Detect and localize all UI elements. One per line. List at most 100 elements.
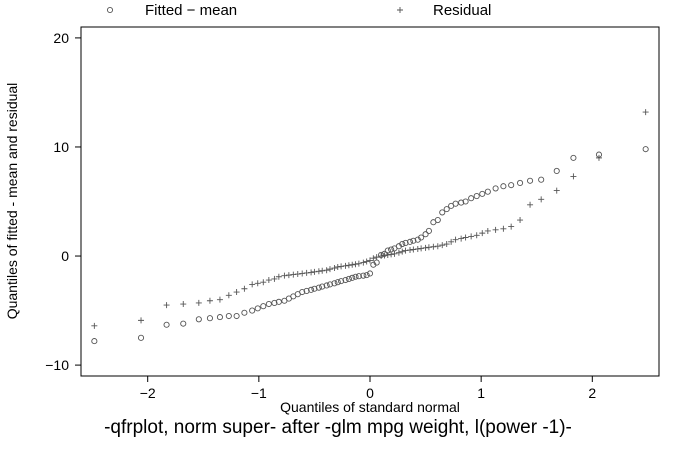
fitted-mean-point bbox=[275, 298, 282, 305]
y-tick-label: −10 bbox=[45, 357, 69, 373]
residual-point bbox=[484, 227, 491, 234]
residual-point bbox=[138, 317, 145, 324]
residual-point bbox=[290, 271, 297, 278]
residual-point bbox=[414, 245, 421, 252]
fitted-mean-point bbox=[553, 167, 560, 175]
x-tick-label: −2 bbox=[140, 385, 156, 401]
fitted-mean-point bbox=[311, 285, 318, 292]
fitted-mean-point bbox=[308, 286, 315, 293]
fitted-mean-point bbox=[473, 192, 480, 200]
x-tick-label: 1 bbox=[477, 385, 485, 401]
residual-point bbox=[410, 246, 417, 253]
residual-point bbox=[381, 252, 388, 259]
residual-point bbox=[388, 251, 395, 258]
y-axis-title: Quantiles of fitted - mean and residual bbox=[4, 83, 20, 320]
residual-point bbox=[479, 230, 486, 237]
residual-point bbox=[342, 262, 349, 269]
fitted-mean-point bbox=[410, 237, 417, 244]
residual-point bbox=[323, 267, 330, 274]
residual-point bbox=[254, 280, 261, 287]
residual-point bbox=[195, 299, 202, 306]
residual-point bbox=[527, 201, 534, 208]
fitted-mean-point bbox=[349, 274, 356, 281]
residual-point bbox=[281, 272, 288, 279]
fitted-mean-point bbox=[206, 315, 213, 322]
residual-point bbox=[443, 241, 450, 248]
plot-frame bbox=[80, 26, 660, 377]
residual-point bbox=[434, 243, 441, 250]
residual-point bbox=[311, 268, 318, 275]
y-tick-label: 10 bbox=[53, 139, 69, 155]
fitted-mean-point bbox=[338, 278, 345, 285]
x-axis-title: Quantiles of standard normal bbox=[280, 399, 460, 415]
fitted-mean-point bbox=[363, 272, 370, 279]
residual-point bbox=[206, 297, 213, 304]
residual-point bbox=[439, 242, 446, 249]
residual-point bbox=[363, 258, 370, 265]
residual-point bbox=[570, 173, 577, 180]
fitted-mean-point bbox=[249, 307, 256, 314]
residual-point bbox=[319, 267, 326, 274]
residual-point bbox=[180, 301, 187, 308]
fitted-mean-point bbox=[315, 284, 322, 291]
residual-point bbox=[299, 270, 306, 277]
fitted-mean-point bbox=[91, 338, 98, 345]
y-tick-label: 20 bbox=[53, 30, 69, 46]
residual-point bbox=[91, 322, 98, 329]
fitted-mean-point bbox=[355, 273, 362, 280]
residual-point bbox=[355, 260, 362, 267]
x-tick-label: −1 bbox=[251, 385, 267, 401]
residual-point bbox=[473, 232, 480, 239]
residual-point bbox=[163, 302, 170, 309]
residual-point bbox=[492, 226, 499, 233]
residual-point bbox=[395, 249, 402, 256]
fitted-mean-point bbox=[180, 320, 187, 327]
fitted-mean-point bbox=[479, 190, 486, 197]
residual-point bbox=[517, 217, 524, 224]
residual-point bbox=[349, 261, 356, 268]
fitted-mean-point bbox=[402, 239, 409, 246]
fitted-mean-point bbox=[425, 227, 432, 234]
residual-point bbox=[271, 275, 278, 282]
legend-marker-residual bbox=[397, 7, 403, 13]
residual-point bbox=[275, 273, 282, 280]
residual-point bbox=[345, 262, 352, 269]
fitted-mean-point bbox=[538, 176, 545, 183]
fitted-mean-point bbox=[225, 312, 232, 320]
fitted-mean-point bbox=[458, 199, 465, 206]
fitted-mean-point bbox=[254, 305, 261, 312]
residual-point bbox=[265, 277, 272, 284]
fitted-mean-point bbox=[241, 309, 248, 316]
residual-point bbox=[399, 248, 406, 255]
fitted-mean-point bbox=[462, 198, 469, 205]
fitted-mean-point bbox=[233, 312, 240, 320]
fitted-mean-point bbox=[265, 300, 272, 308]
legend-circle-icon bbox=[106, 6, 114, 14]
residual-point bbox=[402, 247, 409, 254]
legend-label-fitted: Fitted − mean bbox=[145, 2, 237, 19]
residual-point bbox=[407, 247, 414, 254]
fitted-mean-point bbox=[366, 270, 374, 277]
residual-point bbox=[538, 196, 545, 203]
fitted-mean-point bbox=[303, 287, 310, 294]
fitted-mean-point bbox=[527, 177, 534, 184]
residual-point bbox=[285, 272, 292, 279]
residual-point bbox=[315, 268, 322, 275]
residual-point bbox=[308, 269, 315, 276]
fitted-mean-point bbox=[388, 246, 395, 253]
residual-point bbox=[373, 254, 380, 261]
fitted-mean-point bbox=[342, 276, 349, 284]
residual-point bbox=[553, 187, 560, 194]
residual-point bbox=[508, 223, 515, 230]
residual-point bbox=[331, 265, 338, 272]
residual-point bbox=[370, 255, 377, 262]
residual-point bbox=[384, 251, 391, 258]
fitted-mean-point bbox=[323, 282, 330, 289]
residual-point bbox=[360, 259, 367, 266]
fitted-mean-point bbox=[299, 288, 306, 296]
residual-point bbox=[326, 266, 333, 273]
fitted-mean-point bbox=[271, 299, 278, 306]
residual-point bbox=[642, 109, 649, 116]
